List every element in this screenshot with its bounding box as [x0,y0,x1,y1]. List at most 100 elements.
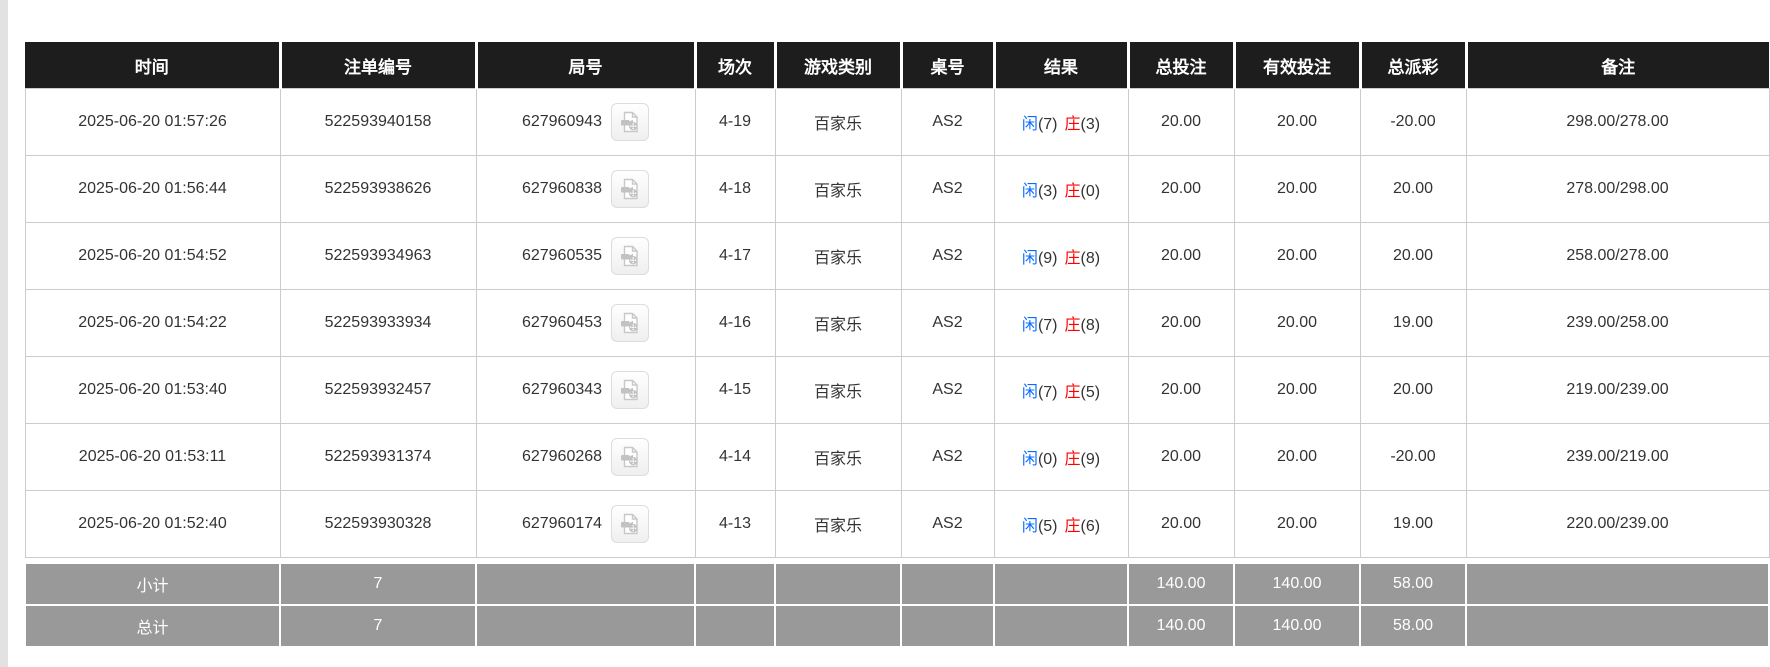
cell-valid-bet: 20.00 [1233,490,1361,558]
cell-round: 627960943 [475,88,696,156]
cell-table-no: AS2 [900,222,995,290]
total-payout: 58.00 [1359,604,1467,648]
cell-result: 闲(9) 庄(8) [993,222,1129,290]
subtotal-count: 7 [279,562,477,606]
cell-result: 闲(3) 庄(0) [993,155,1129,223]
cell-payout: 19.00 [1359,289,1467,357]
banker-result: 庄 [1064,183,1081,200]
table-row: 2025-06-20 01:54:52 522593934963 6279605… [24,222,1770,290]
total-row: 总计 7 140.00 140.00 58.00 [24,604,1770,648]
cell-session: 4-14 [694,423,776,491]
player-result: 闲 [1021,183,1038,200]
round-id: 627960535 [521,247,603,264]
video-replay-button[interactable] [611,237,650,275]
cell-payout: 20.00 [1359,155,1467,223]
cell-remark: 278.00/298.00 [1465,155,1770,223]
table-row: 2025-06-20 01:52:40 522593930328 6279601… [24,490,1770,558]
player-score: (7) [1037,116,1058,133]
banker-score: (5) [1080,384,1101,401]
banker-result: 庄 [1064,116,1081,133]
banker-result: 庄 [1064,250,1081,267]
cell-table-no: AS2 [900,289,995,357]
banker-result: 庄 [1064,317,1081,334]
video-file-icon [621,312,638,334]
player-result: 闲 [1021,451,1038,468]
player-score: (7) [1037,384,1058,401]
cell-valid-bet: 20.00 [1233,423,1361,491]
cell-valid-bet: 20.00 [1233,222,1361,290]
cell-time: 2025-06-20 01:53:40 [24,356,281,424]
cell-total-bet: 20.00 [1127,155,1235,223]
cell-remark: 298.00/278.00 [1465,88,1770,156]
subtotal-payout: 58.00 [1359,562,1467,606]
total-valid-bet: 140.00 [1233,604,1361,648]
cell-bet-id: 522593930328 [279,490,477,558]
cell-valid-bet: 20.00 [1233,289,1361,357]
cell-remark: 239.00/219.00 [1465,423,1770,491]
player-score: (5) [1037,518,1058,535]
cell-time: 2025-06-20 01:53:11 [24,423,281,491]
round-id: 627960453 [521,314,603,331]
cell-session: 4-17 [694,222,776,290]
player-score: (9) [1037,250,1058,267]
cell-table-no: AS2 [900,88,995,156]
subtotal-valid-bet: 140.00 [1233,562,1361,606]
video-replay-button[interactable] [611,505,650,543]
cell-round: 627960535 [475,222,696,290]
video-replay-button[interactable] [611,438,650,476]
cell-table-no: AS2 [900,490,995,558]
round-id: 627960838 [521,180,603,197]
cell-total-bet: 20.00 [1127,423,1235,491]
banker-result: 庄 [1064,451,1081,468]
round-id: 627960174 [521,515,603,532]
banker-score: (9) [1080,451,1101,468]
player-result: 闲 [1021,518,1038,535]
banker-score: (6) [1080,518,1101,535]
cell-session: 4-15 [694,356,776,424]
table-row: 2025-06-20 01:53:40 522593932457 6279603… [24,356,1770,424]
cell-time: 2025-06-20 01:57:26 [24,88,281,156]
total-count: 7 [279,604,477,648]
col-header-remark: 备注 [1466,42,1769,89]
subtotal-row: 小计 7 140.00 140.00 58.00 [24,562,1770,606]
table-header: 时间 注单编号 局号 场次 游戏类别 桌号 结果 总投注 有效投注 总派彩 备注 [25,42,1769,89]
video-file-icon [621,513,638,535]
video-replay-button[interactable] [611,304,650,342]
cell-remark: 220.00/239.00 [1465,490,1770,558]
cell-bet-id: 522593938626 [279,155,477,223]
cell-game-type: 百家乐 [774,155,902,223]
col-header-game-type: 游戏类别 [775,42,903,89]
banker-score: (3) [1080,116,1101,133]
cell-total-bet: 20.00 [1127,88,1235,156]
player-result: 闲 [1021,116,1038,133]
col-header-table-no: 桌号 [901,42,996,89]
table-row: 2025-06-20 01:57:26 522593940158 6279609… [24,88,1770,156]
col-header-valid-bet: 有效投注 [1234,42,1362,89]
cell-session: 4-19 [694,88,776,156]
col-header-session: 场次 [695,42,777,89]
cell-remark: 258.00/278.00 [1465,222,1770,290]
cell-round: 627960453 [475,289,696,357]
player-score: (7) [1037,317,1058,334]
col-header-total-bet: 总投注 [1128,42,1236,89]
spacer-row [25,557,1769,563]
video-replay-button[interactable] [611,170,650,208]
banker-result: 庄 [1064,384,1081,401]
cell-round: 627960838 [475,155,696,223]
cell-total-bet: 20.00 [1127,222,1235,290]
bet-records-table: 时间 注单编号 局号 场次 游戏类别 桌号 结果 总投注 有效投注 总派彩 备注… [24,42,1770,648]
cell-valid-bet: 20.00 [1233,155,1361,223]
table-row: 2025-06-20 01:54:22 522593933934 6279604… [24,289,1770,357]
cell-round: 627960343 [475,356,696,424]
video-replay-button[interactable] [611,103,650,141]
cell-session: 4-13 [694,490,776,558]
col-header-result: 结果 [994,42,1130,89]
player-score: (0) [1037,451,1058,468]
video-replay-button[interactable] [611,371,650,409]
cell-result: 闲(0) 庄(9) [993,423,1129,491]
subtotal-total-bet: 140.00 [1127,562,1235,606]
round-id: 627960343 [521,381,603,398]
cell-time: 2025-06-20 01:54:52 [24,222,281,290]
total-total-bet: 140.00 [1127,604,1235,648]
cell-session: 4-16 [694,289,776,357]
